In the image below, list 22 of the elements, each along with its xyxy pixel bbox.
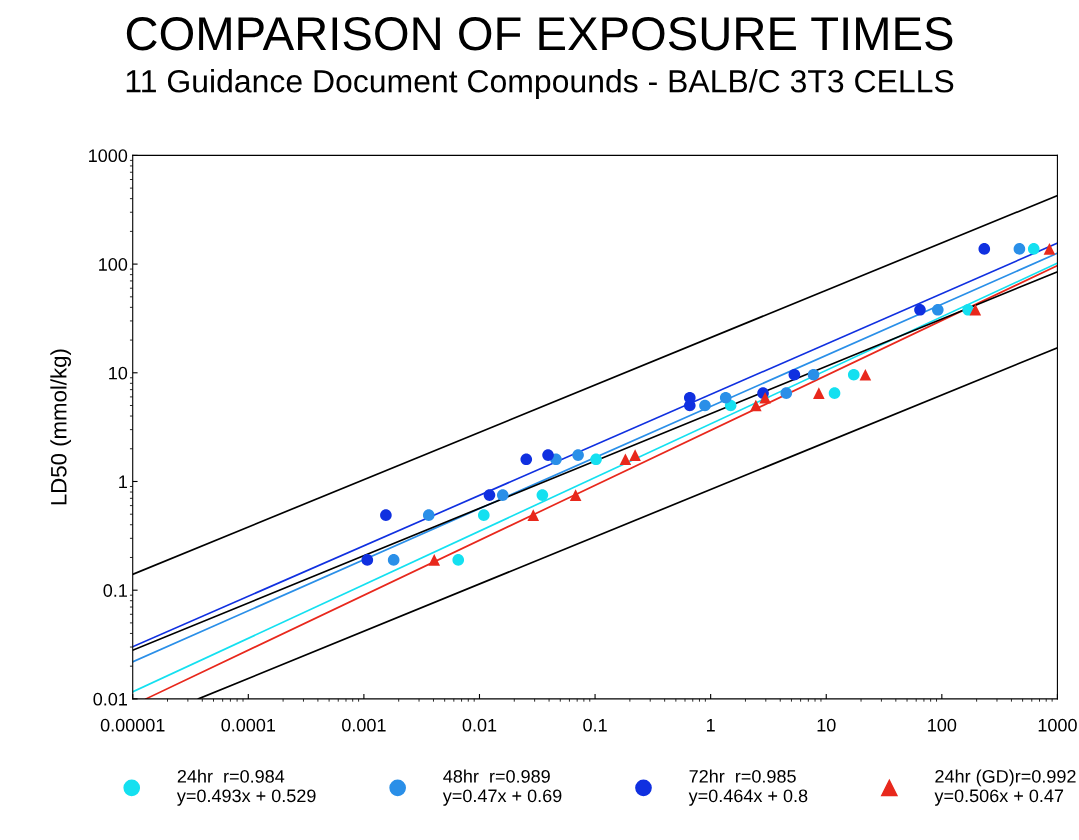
chart-title: COMPARISON OF EXPOSURE TIMES [126, 17, 953, 51]
x-tick-label: 1000 [1038, 718, 1077, 732]
x-tick-label: 0.0001 [221, 718, 276, 732]
y-tick-label: 0.01 [93, 692, 127, 706]
y-tick-label: 1000 [89, 149, 128, 163]
x-tick-label: 1 [707, 718, 715, 732]
x-tick-label: 0.00001 [100, 718, 165, 732]
y-axis-title: LD50 (mmol/kg) [50, 349, 72, 505]
y-tick-label: 0.1 [103, 584, 127, 597]
x-tick-label: 0.001 [342, 718, 386, 732]
x-tick-label: 10 [817, 718, 836, 732]
x-tick-label: 100 [928, 718, 957, 732]
y-tick-label: 100 [99, 258, 128, 271]
x-tick-label: 0.1 [583, 718, 607, 732]
legend-label: 24hr (GD)r=0.992 y=0.506x + 0.47 [934, 769, 1076, 806]
legend-label: 48hr r=0.989 y=0.47x + 0.69 [442, 769, 562, 806]
chart-subtitle: 11 Guidance Document Compounds - BALB/C 3T3 CELLS [126, 69, 954, 99]
y-tick-label: 1 [119, 475, 127, 489]
legend-label: 72hr r=0.985 y=0.464x + 0.8 [688, 769, 808, 806]
y-tick-label: 10 [109, 366, 128, 380]
legend-label: 24hr r=0.984 y=0.493x + 0.529 [176, 769, 316, 806]
x-tick-label: 0.01 [462, 718, 497, 732]
